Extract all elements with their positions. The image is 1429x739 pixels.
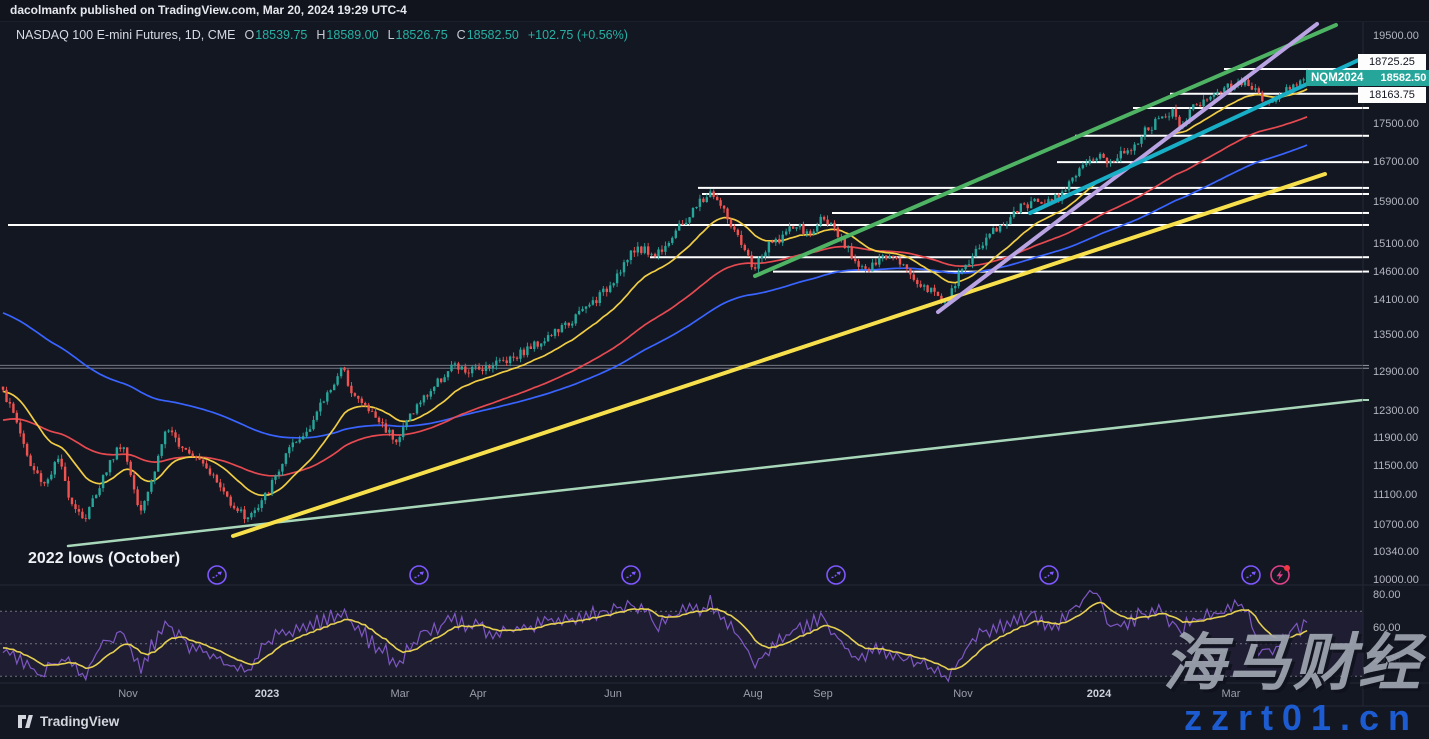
axis-tick-mark — [1363, 186, 1369, 189]
ma-mid-red — [2, 116, 1308, 477]
trendline-green-channel-top[interactable] — [753, 23, 1338, 278]
price-axis-label: 14100.00 — [1373, 293, 1419, 306]
trendline-mint[interactable] — [66, 398, 1363, 548]
time-axis-label: Aug — [743, 688, 763, 700]
axis-tick-mark — [1363, 211, 1369, 214]
last-price-tag: NQM2024 18582.50 — [1306, 70, 1429, 86]
lightning-marker-icon[interactable] — [1270, 565, 1290, 585]
price-axis-label: 11500.00 — [1373, 459, 1419, 472]
axis-tick-mark — [1363, 134, 1369, 137]
price-axis-label: 10000.00 — [1373, 573, 1419, 586]
contract-symbol-tag: NQM2024 — [1306, 70, 1369, 86]
symbol-title[interactable]: NASDAQ 100 E-mini Futures, 1D, CME — [16, 28, 236, 42]
price-axis-label: 15900.00 — [1373, 196, 1419, 209]
ma-fast-yellow — [2, 88, 1308, 497]
price-axis-label: 11900.00 — [1373, 432, 1419, 444]
time-axis-label: Nov — [118, 688, 138, 700]
axis-tick-mark — [1363, 192, 1369, 195]
price-tag-upper: 18725.25 — [1358, 54, 1426, 70]
price-change: +102.75 (+0.56%) — [527, 28, 628, 42]
idea-marker-icon[interactable] — [1039, 565, 1059, 585]
publish-info-bar: dacolmanfx published on TradingView.com,… — [0, 0, 1429, 22]
tradingview-logo-text: TradingView — [40, 714, 120, 729]
main-pane — [0, 22, 1363, 548]
publish-info-text: dacolmanfx published on TradingView.com,… — [10, 3, 407, 17]
tradingview-logo-icon — [18, 715, 33, 728]
axis-tick-mark — [1363, 367, 1369, 369]
price-axis-label: 14600.00 — [1373, 265, 1419, 278]
idea-marker-icon[interactable] — [1241, 565, 1261, 585]
last-price-value: 18582.50 — [1368, 70, 1429, 86]
time-axis-label: Apr — [469, 688, 487, 700]
price-axis-label: 10700.00 — [1373, 518, 1419, 531]
ma-slow-blue — [2, 144, 1308, 439]
idea-marker-icon[interactable] — [207, 565, 227, 585]
rsi-axis-label: 80.00 — [1373, 589, 1401, 601]
tradingview-logo[interactable]: TradingView — [18, 714, 119, 729]
price-axis-label: 10340.00 — [1373, 546, 1419, 559]
price-tag-lower: 18163.75 — [1358, 87, 1426, 103]
time-axis-label: Mar — [1221, 688, 1241, 700]
time-axis[interactable]: Nov 2023 Mar Apr Jun Aug Sep Nov 2024 Mar — [0, 688, 1363, 704]
time-axis-label: Nov — [953, 688, 973, 700]
rsi-pane — [0, 589, 1363, 683]
time-axis-label: 2024 — [1086, 688, 1112, 700]
idea-marker-icon[interactable] — [826, 565, 846, 585]
price-axis-label: 11100.00 — [1373, 488, 1418, 501]
ohlc-open: O 18539.75 — [244, 28, 308, 42]
timeline-markers — [207, 565, 1290, 585]
ohlc-low: L 18526.75 — [387, 28, 448, 42]
idea-marker-icon[interactable] — [621, 565, 641, 585]
time-axis-label: Sep — [813, 688, 833, 700]
candlesticks — [1, 69, 1309, 524]
idea-marker-icon[interactable] — [409, 565, 429, 585]
price-axis-label: 17500.00 — [1373, 118, 1419, 131]
time-axis-label: Jun — [604, 688, 622, 700]
axis-tick-mark — [1363, 106, 1369, 109]
price-axis-label: 15100.00 — [1373, 238, 1419, 251]
rsi-axis-label: 60.00 — [1373, 621, 1401, 634]
rsi-ma-line — [2, 601, 1308, 671]
price-axis-label: 13500.00 — [1373, 329, 1419, 342]
axis-tick-mark — [1363, 270, 1369, 273]
ohlc-close: C 18582.50 — [456, 28, 519, 42]
price-axis-label: 16700.00 — [1373, 156, 1419, 169]
rsi-line — [2, 589, 1308, 683]
axis-tick-mark — [1363, 399, 1369, 401]
lows-annotation: 2022 lows (October) — [28, 550, 181, 567]
rsi-axis-label: 40.00 — [1373, 654, 1401, 666]
symbol-info-bar[interactable]: NASDAQ 100 E-mini Futures, 1D, CME O 1853… — [16, 28, 628, 42]
price-axis[interactable]: 19500.00 17500.00 16700.00 15900.00 15100.00… — [1363, 0, 1429, 739]
price-axis-label: 12300.00 — [1373, 405, 1419, 418]
time-axis-label: Mar — [390, 688, 410, 700]
price-axis-label: 12900.00 — [1373, 366, 1419, 379]
axis-tick-mark — [1363, 256, 1369, 259]
axis-tick-mark — [1363, 364, 1369, 366]
price-axis-label: 19500.00 — [1373, 30, 1419, 42]
trendline-yellow-2022-lows[interactable] — [231, 172, 1327, 538]
watermark-url: zzrt01.cn — [1183, 697, 1419, 738]
ohlc-high: H 18589.00 — [316, 28, 379, 42]
axis-tick-mark — [1363, 223, 1369, 226]
axis-tick-mark — [1363, 161, 1369, 164]
time-axis-label: 2023 — [254, 688, 280, 700]
watermark-brand: 海马财经 — [1162, 629, 1423, 698]
